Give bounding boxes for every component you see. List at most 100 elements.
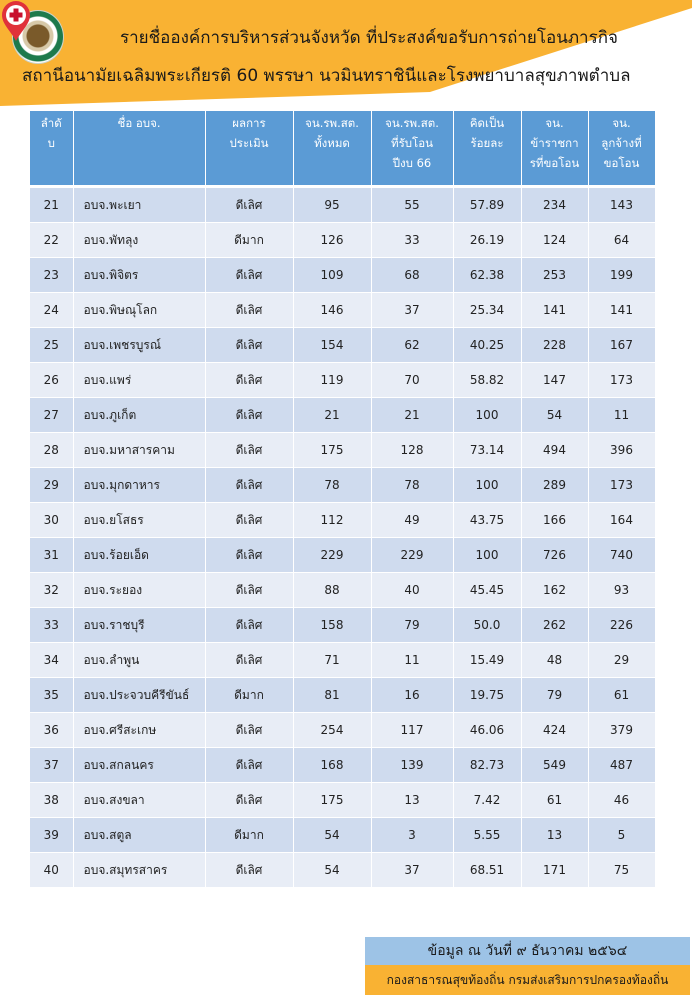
pao-name-cell: อบจ.มหาสารคาม: [73, 432, 206, 468]
table-row: 24 อบจ.พิษณุโลก ดีเลิศ 146 37 25.34 141 141: [30, 292, 656, 328]
employees-transferring-cell: 199: [588, 257, 656, 293]
total-facilities-cell: 254: [293, 712, 372, 748]
table-row: 31 อบจ.ร้อยเอ็ด ดีเลิศ 229 229 100 726 740: [30, 537, 656, 573]
row-number-cell: 24: [30, 292, 74, 328]
total-facilities-cell: 95: [293, 186, 372, 223]
column-header-line: จน.รพ.สต.: [305, 116, 359, 130]
employees-transferring-cell: 167: [588, 327, 656, 363]
page-title-line-2: สถานีอนามัยเฉลิมพระเกียรติ 60 พรรษา นวมิ…: [22, 66, 631, 86]
employees-transferring-cell: 75: [588, 852, 656, 888]
column-header-line: รที่ขอโอน: [529, 156, 580, 170]
percentage-cell: 45.45: [453, 572, 522, 608]
percentage-cell: 58.82: [453, 362, 522, 398]
evaluation-result-cell: ดีมาก: [205, 677, 294, 713]
total-facilities-cell: 168: [293, 747, 372, 783]
employees-transferring-cell: 61: [588, 677, 656, 713]
table-row: 33 อบจ.ราชบุรี ดีเลิศ 158 79 50.0 262 226: [30, 607, 656, 643]
total-facilities-cell: 175: [293, 782, 372, 818]
evaluation-result-cell: ดีเลิศ: [205, 642, 294, 678]
row-number-cell: 40: [30, 852, 74, 888]
total-facilities-cell: 109: [293, 257, 372, 293]
percentage-cell: 15.49: [453, 642, 522, 678]
transferred-facilities-cell: 78: [371, 467, 454, 503]
civil-servants-transferring-cell: 166: [521, 502, 589, 538]
evaluation-result-cell: ดีเลิศ: [205, 607, 294, 643]
percentage-cell: 5.55: [453, 817, 522, 853]
civil-servants-transferring-cell: 61: [521, 782, 589, 818]
civil-servants-transferring-cell: 424: [521, 712, 589, 748]
total-facilities-cell: 54: [293, 852, 372, 888]
civil-servants-transferring-cell: 253: [521, 257, 589, 293]
row-number-cell: 36: [30, 712, 74, 748]
pao-name-cell: อบจ.ลำพูน: [73, 642, 206, 678]
total-facilities-cell: 119: [293, 362, 372, 398]
transferred-facilities-cell: 11: [371, 642, 454, 678]
row-number-cell: 29: [30, 467, 74, 503]
column-header-line: ที่รับโอน: [390, 136, 433, 150]
evaluation-result-cell: ดีเลิศ: [205, 712, 294, 748]
transferred-facilities-cell: 62: [371, 327, 454, 363]
table-row: 22 อบจ.พัทลุง ดีมาก 126 33 26.19 124 64: [30, 222, 656, 258]
transferred-facilities-cell: 40: [371, 572, 454, 608]
pao-name-cell: อบจ.ระยอง: [73, 572, 206, 608]
transferred-facilities-cell: 68: [371, 257, 454, 293]
pao-name-cell: อบจ.สตูล: [73, 817, 206, 853]
civil-servants-transferring-cell: 289: [521, 467, 589, 503]
row-number-cell: 23: [30, 257, 74, 293]
column-header: จน.รพ.สต. ทั้งหมด: [293, 111, 372, 188]
column-header-line: บ: [47, 136, 55, 150]
transferred-facilities-cell: 128: [371, 432, 454, 468]
pao-name-cell: อบจ.มุกดาหาร: [73, 467, 206, 503]
table-row: 34 อบจ.ลำพูน ดีเลิศ 71 11 15.49 48 29: [30, 642, 656, 678]
total-facilities-cell: 229: [293, 537, 372, 573]
employees-transferring-cell: 141: [588, 292, 656, 328]
header-banner: รายชื่อองค์การบริหารส่วนจังหวัด ที่ประสง…: [0, 0, 692, 110]
table-body: 21 อบจ.พะเยา ดีเลิศ 95 55 57.89 234 143 22 อบจ.พั…: [30, 186, 656, 888]
employees-transferring-cell: 164: [588, 502, 656, 538]
row-number-cell: 37: [30, 747, 74, 783]
percentage-cell: 40.25: [453, 327, 522, 363]
table-row: 26 อบจ.แพร่ ดีเลิศ 119 70 58.82 147 173: [30, 362, 656, 398]
row-number-cell: 21: [30, 186, 74, 223]
civil-servants-transferring-cell: 549: [521, 747, 589, 783]
total-facilities-cell: 112: [293, 502, 372, 538]
medical-location-pin-icon: [2, 1, 30, 41]
column-header-line: จน.รพ.สต.: [385, 116, 439, 130]
transferred-facilities-cell: 70: [371, 362, 454, 398]
percentage-cell: 46.06: [453, 712, 522, 748]
row-number-cell: 22: [30, 222, 74, 258]
row-number-cell: 33: [30, 607, 74, 643]
transferred-facilities-cell: 55: [371, 186, 454, 223]
data-date-label: ข้อมูล ณ วันที่ ๙ ธันวาคม ๒๕๖๔: [365, 937, 690, 965]
table-row: 23 อบจ.พิจิตร ดีเลิศ 109 68 62.38 253 199: [30, 257, 656, 293]
column-header-line: ข้าราชกา: [530, 136, 579, 150]
transferred-facilities-cell: 21: [371, 397, 454, 433]
evaluation-result-cell: ดีเลิศ: [205, 747, 294, 783]
transferred-facilities-cell: 37: [371, 292, 454, 328]
table-header-row: ลำดับ ชื่อ อบจ. ผลการ ประเมิน จน.รพ.สต. ทั้งห…: [30, 111, 656, 188]
column-header-line: ร้อยละ: [470, 136, 504, 150]
total-facilities-cell: 154: [293, 327, 372, 363]
employees-transferring-cell: 173: [588, 467, 656, 503]
column-header-line: ขอโอน: [603, 156, 640, 170]
pao-name-cell: อบจ.แพร่: [73, 362, 206, 398]
employees-transferring-cell: 29: [588, 642, 656, 678]
column-header-line: ทั้งหมด: [314, 136, 350, 150]
transferred-facilities-cell: 139: [371, 747, 454, 783]
column-header: ชื่อ อบจ.: [73, 111, 206, 188]
row-number-cell: 38: [30, 782, 74, 818]
pao-name-cell: อบจ.ศรีสะเกษ: [73, 712, 206, 748]
pao-name-cell: อบจ.สงขลา: [73, 782, 206, 818]
pao-name-cell: อบจ.ร้อยเอ็ด: [73, 537, 206, 573]
column-header: คิดเป็น ร้อยละ: [453, 111, 522, 188]
employees-transferring-cell: 226: [588, 607, 656, 643]
evaluation-result-cell: ดีเลิศ: [205, 502, 294, 538]
percentage-cell: 100: [453, 467, 522, 503]
percentage-cell: 100: [453, 397, 522, 433]
evaluation-result-cell: ดีเลิศ: [205, 186, 294, 223]
total-facilities-cell: 54: [293, 817, 372, 853]
column-header: ลำดับ: [30, 111, 74, 188]
column-header-line: ลำดั: [40, 116, 62, 130]
civil-servants-transferring-cell: 234: [521, 186, 589, 223]
total-facilities-cell: 126: [293, 222, 372, 258]
